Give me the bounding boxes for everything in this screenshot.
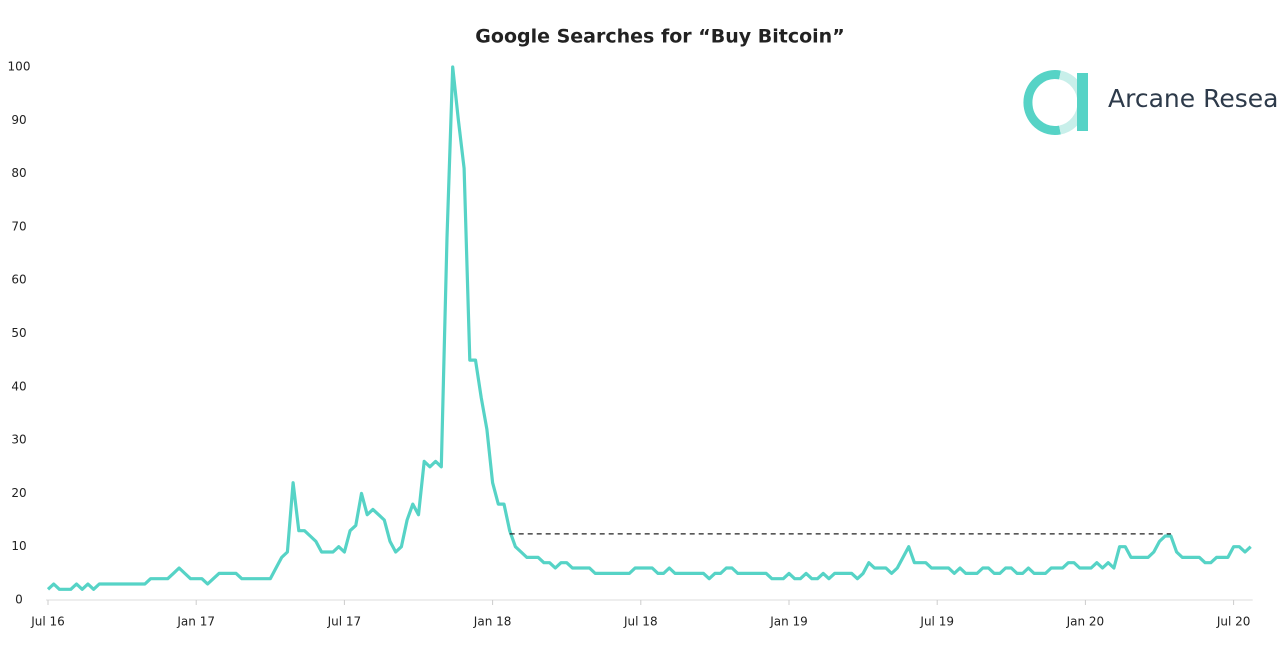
y-tick-label: 40 [11, 379, 26, 393]
x-tick-label: Jul 20 [1216, 615, 1251, 629]
y-tick-label: 90 [11, 113, 26, 127]
x-tick-label: Jan 19 [769, 615, 808, 629]
y-tick-label: 70 [11, 219, 26, 233]
y-tick-label: 100 [8, 60, 31, 74]
x-tick-label: Jan 17 [176, 615, 215, 629]
brand-logo [1023, 70, 1088, 135]
y-tick-label: 20 [11, 486, 26, 500]
y-tick-label: 10 [11, 539, 26, 553]
chart-title: Google Searches for “Buy Bitcoin” [475, 26, 844, 48]
brand-text: Arcane Research [1108, 84, 1280, 113]
y-tick-label: 80 [11, 166, 26, 180]
y-tick-label: 50 [11, 326, 26, 340]
x-tick-label: Jul 17 [327, 615, 362, 629]
y-tick-label: 60 [11, 273, 26, 287]
y-tick-label: 30 [11, 433, 26, 447]
x-tick-label: Jan 20 [1066, 615, 1105, 629]
x-tick-label: Jul 19 [919, 615, 954, 629]
series-line [46, 65, 1252, 591]
x-tick-label: Jul 16 [30, 615, 65, 629]
y-tick-label: 0 [15, 593, 23, 607]
x-tick-label: Jan 18 [473, 615, 512, 629]
x-tick-label: Jul 18 [623, 615, 658, 629]
